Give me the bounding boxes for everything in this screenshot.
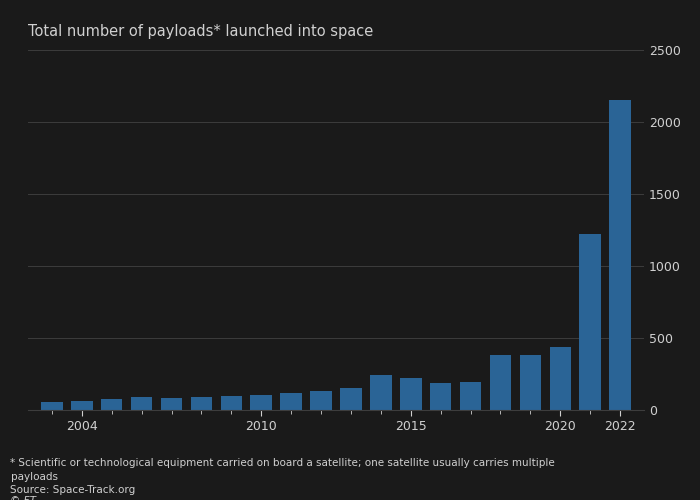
Text: * Scientific or technological equipment carried on board a satellite; one satell: * Scientific or technological equipment … bbox=[10, 458, 555, 468]
Bar bbox=[430, 382, 452, 410]
Bar bbox=[41, 402, 63, 410]
Bar bbox=[370, 376, 391, 410]
Bar bbox=[340, 388, 362, 410]
Text: © FT: © FT bbox=[10, 496, 36, 500]
Bar bbox=[460, 382, 482, 410]
Text: Source: Space-Track.org: Source: Space-Track.org bbox=[10, 485, 136, 495]
Bar bbox=[131, 397, 153, 410]
Bar bbox=[251, 395, 272, 410]
Bar bbox=[580, 234, 601, 410]
Bar bbox=[550, 346, 571, 410]
Bar bbox=[490, 356, 511, 410]
Bar bbox=[609, 100, 631, 410]
Text: payloads: payloads bbox=[10, 472, 57, 482]
Bar bbox=[101, 399, 122, 410]
Bar bbox=[220, 396, 242, 410]
Bar bbox=[161, 398, 182, 410]
Text: Total number of payloads* launched into space: Total number of payloads* launched into … bbox=[28, 24, 373, 39]
Bar bbox=[71, 400, 92, 410]
Bar bbox=[281, 394, 302, 410]
Bar bbox=[519, 354, 541, 410]
Bar bbox=[400, 378, 421, 410]
Bar bbox=[190, 397, 212, 410]
Bar bbox=[310, 392, 332, 410]
